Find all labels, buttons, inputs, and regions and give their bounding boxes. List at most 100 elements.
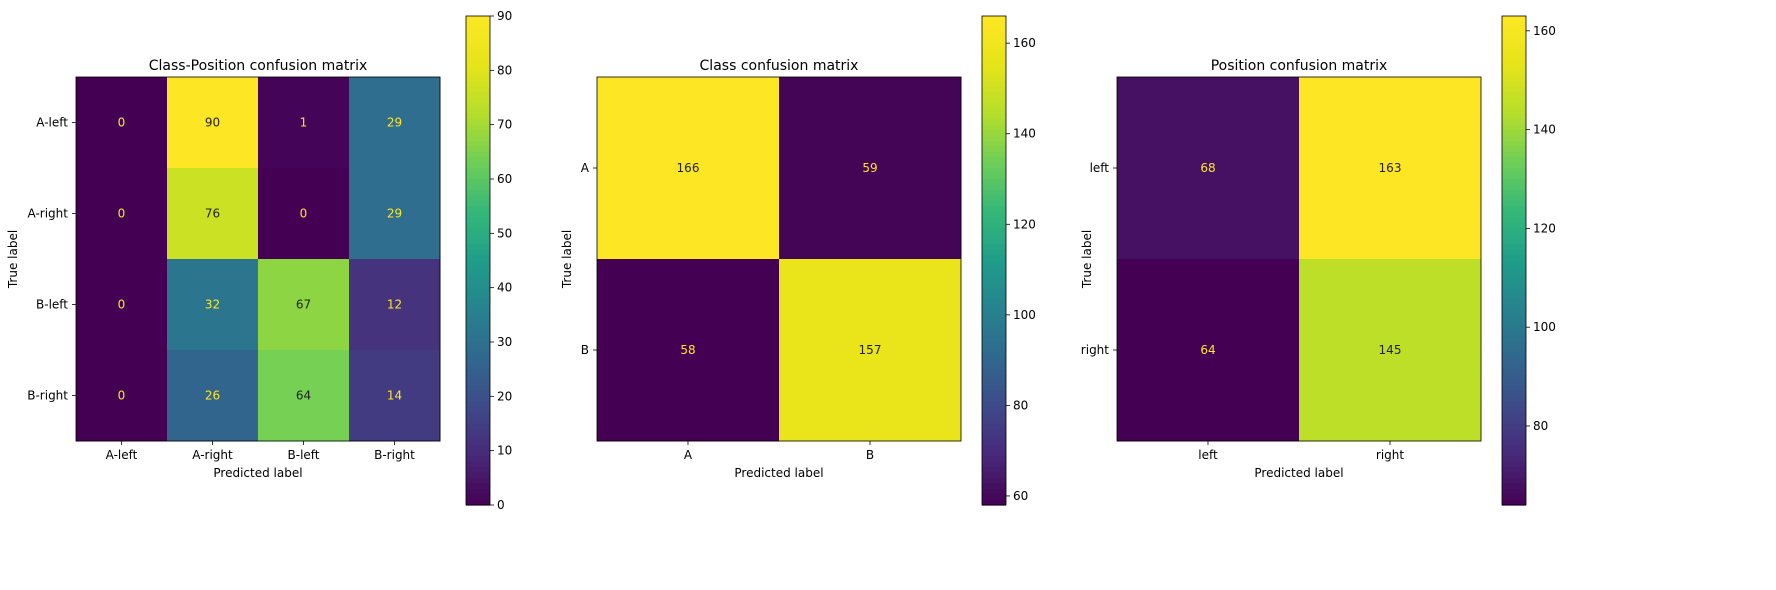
colorbar-segment bbox=[1502, 260, 1526, 267]
colorbar-segment bbox=[1502, 75, 1526, 82]
colorbar-segment bbox=[1502, 396, 1526, 403]
colorbar-segment bbox=[1502, 206, 1526, 213]
colorbar-segment bbox=[466, 483, 490, 490]
x-tick-label: B-left bbox=[288, 448, 320, 462]
colorbar-segment bbox=[466, 265, 490, 272]
colorbar-segment bbox=[982, 287, 1006, 294]
cell-value-label: 29 bbox=[387, 207, 402, 221]
colorbar-segment bbox=[1502, 494, 1526, 501]
colorbar-segment bbox=[466, 385, 490, 392]
colorbar-segment bbox=[466, 173, 490, 180]
colorbar-segment bbox=[466, 396, 490, 403]
colorbar-segment bbox=[982, 211, 1006, 218]
heatmap-cell bbox=[167, 350, 259, 442]
x-tick-label: A bbox=[684, 448, 693, 462]
colorbar-segment bbox=[1502, 86, 1526, 93]
colorbar-segment bbox=[1502, 217, 1526, 224]
colorbar-segment bbox=[1502, 130, 1526, 137]
colorbar-segment bbox=[466, 352, 490, 359]
colorbar-segment bbox=[1502, 461, 1526, 468]
colorbar-tick-label: 60 bbox=[497, 172, 512, 186]
colorbar-segment bbox=[466, 64, 490, 71]
colorbar-segment bbox=[1502, 314, 1526, 321]
cell-value-label: 14 bbox=[387, 389, 402, 403]
colorbar-segment bbox=[466, 157, 490, 164]
colorbar-segment bbox=[466, 363, 490, 370]
x-axis-label: Predicted label bbox=[1254, 466, 1343, 480]
colorbar-segment bbox=[466, 499, 490, 506]
y-axis-label: True label bbox=[1080, 230, 1094, 289]
colorbar-segment bbox=[466, 347, 490, 354]
colorbar-segment bbox=[466, 358, 490, 365]
colorbar-segment bbox=[982, 336, 1006, 343]
y-axis-label: True label bbox=[560, 230, 574, 289]
colorbar-segment bbox=[982, 162, 1006, 169]
colorbar-segment bbox=[466, 401, 490, 408]
colorbar-segment bbox=[1502, 401, 1526, 408]
y-tick-label: B bbox=[581, 343, 589, 357]
y-axis-label: True label bbox=[6, 230, 20, 289]
colorbar-segment bbox=[1502, 347, 1526, 354]
heatmap-cell bbox=[1117, 77, 1300, 260]
colorbar-segment bbox=[466, 217, 490, 224]
colorbar-segment bbox=[1502, 418, 1526, 425]
heatmap-cell bbox=[1299, 77, 1482, 260]
colorbar-segment bbox=[1502, 227, 1526, 234]
colorbar-segment bbox=[1502, 287, 1526, 294]
colorbar-segment bbox=[466, 108, 490, 115]
colorbar-tick-label: 40 bbox=[497, 281, 512, 295]
colorbar-segment bbox=[1502, 477, 1526, 484]
x-tick-label: A-left bbox=[106, 448, 138, 462]
colorbar-segment bbox=[466, 445, 490, 452]
colorbar-segment bbox=[982, 271, 1006, 278]
colorbar-segment bbox=[466, 211, 490, 218]
colorbar-tick-label: 90 bbox=[497, 9, 512, 23]
colorbar-segment bbox=[982, 282, 1006, 289]
heatmap-cell bbox=[167, 168, 259, 260]
cell-value-label: 145 bbox=[1379, 343, 1402, 357]
colorbar-segment bbox=[1502, 119, 1526, 126]
colorbar-segment bbox=[466, 450, 490, 457]
x-tick-label: B bbox=[866, 448, 874, 462]
heatmap-cell bbox=[76, 168, 168, 260]
colorbar-segment bbox=[982, 320, 1006, 327]
colorbar-segment bbox=[982, 488, 1006, 495]
colorbar-segment bbox=[982, 303, 1006, 310]
colorbar-segment bbox=[1502, 43, 1526, 50]
colorbar-segment bbox=[982, 472, 1006, 479]
colorbar-segment bbox=[1502, 293, 1526, 300]
x-axis-label: Predicted label bbox=[213, 466, 302, 480]
colorbar-segment bbox=[982, 217, 1006, 224]
y-tick-label: left bbox=[1090, 161, 1110, 175]
colorbar-segment bbox=[1502, 466, 1526, 473]
heatmap-cell bbox=[349, 77, 441, 169]
colorbar-segment bbox=[982, 86, 1006, 93]
colorbar-segment bbox=[466, 162, 490, 169]
cell-value-label: 67 bbox=[296, 298, 311, 312]
colorbar-segment bbox=[1502, 108, 1526, 115]
colorbar-segment bbox=[982, 347, 1006, 354]
colorbar-segment bbox=[466, 380, 490, 387]
cell-value-label: 0 bbox=[118, 116, 126, 130]
colorbar-segment bbox=[982, 293, 1006, 300]
colorbar-segment bbox=[982, 70, 1006, 77]
cell-value-label: 0 bbox=[118, 389, 126, 403]
colorbar-segment bbox=[1502, 16, 1526, 23]
x-tick-label: right bbox=[1376, 448, 1404, 462]
colorbar-tick-label: 160 bbox=[1533, 24, 1556, 38]
colorbar-segment bbox=[982, 146, 1006, 153]
colorbar-tick-label: 20 bbox=[497, 389, 512, 403]
colorbar-segment bbox=[466, 456, 490, 463]
heatmap-cell bbox=[76, 259, 168, 351]
colorbar-segment bbox=[1502, 374, 1526, 381]
colorbar-segment bbox=[466, 59, 490, 66]
colorbar-segment bbox=[1502, 21, 1526, 28]
colorbar-tick-label: 120 bbox=[1013, 217, 1036, 231]
colorbar-segment bbox=[466, 21, 490, 28]
colorbar-segment bbox=[466, 102, 490, 109]
colorbar-segment bbox=[466, 331, 490, 338]
colorbar-segment bbox=[982, 75, 1006, 82]
colorbar-segment bbox=[1502, 32, 1526, 39]
heatmap-cell bbox=[76, 77, 168, 169]
cell-value-label: 64 bbox=[296, 389, 311, 403]
